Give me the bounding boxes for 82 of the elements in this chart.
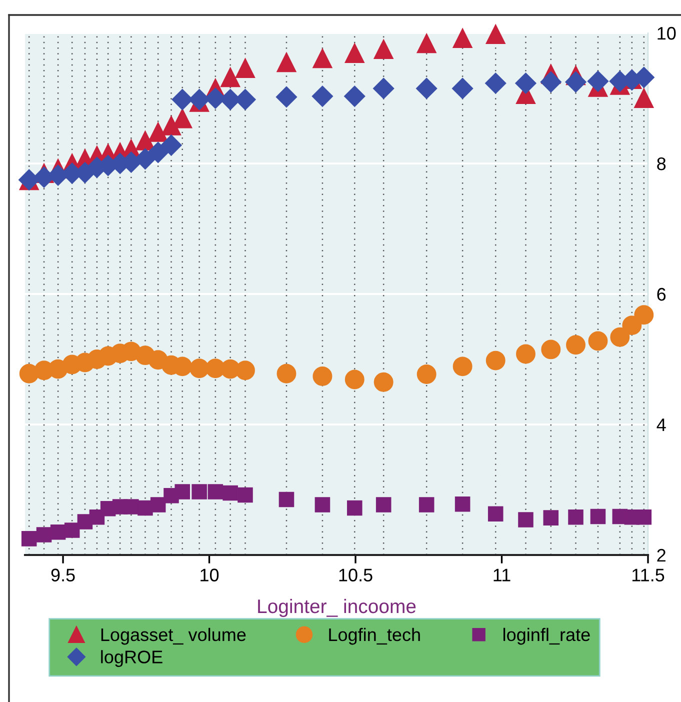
point: [418, 497, 434, 512]
point: [238, 487, 253, 503]
point: [276, 52, 296, 72]
point: [452, 28, 472, 48]
point: [148, 142, 169, 163]
point: [610, 327, 630, 347]
legend-label: Logfin_tech: [329, 628, 420, 645]
point: [174, 484, 190, 500]
point: [190, 358, 210, 378]
point: [236, 58, 255, 78]
point: [148, 122, 168, 142]
point: [50, 524, 66, 540]
point: [540, 71, 562, 92]
point: [150, 497, 166, 512]
point: [312, 48, 332, 68]
point: [622, 316, 642, 336]
x-tick-label: 11.5: [632, 568, 664, 582]
point: [376, 497, 392, 512]
legend-label: logROE: [101, 650, 162, 667]
point: [208, 484, 224, 500]
point: [454, 496, 470, 512]
point: [486, 350, 506, 370]
x-axis-title: Loginter_ incoome: [258, 598, 416, 618]
y-tick-label: 4: [656, 418, 666, 432]
point: [276, 86, 297, 108]
point: [344, 44, 364, 63]
point: [518, 512, 534, 528]
point: [587, 70, 608, 92]
y-tick-label: 6: [657, 288, 666, 301]
point: [312, 366, 332, 386]
point: [636, 510, 652, 525]
y-tick-label: 10: [658, 26, 676, 40]
point: [278, 492, 294, 508]
point: [588, 331, 608, 351]
x-tick-label: 10.5: [339, 568, 372, 582]
point: [160, 134, 182, 156]
point: [452, 356, 472, 376]
point: [373, 78, 394, 99]
point: [344, 370, 364, 390]
point: [64, 522, 80, 538]
point: [516, 344, 536, 364]
point: [172, 89, 193, 110]
point: [162, 116, 181, 136]
y-tick-label: 2: [657, 548, 666, 562]
point: [568, 510, 584, 525]
point: [312, 86, 333, 107]
point: [276, 364, 296, 384]
point: [485, 72, 506, 94]
point: [488, 506, 504, 522]
point: [634, 305, 654, 325]
point: [346, 500, 362, 516]
point: [21, 531, 37, 546]
point: [135, 130, 155, 150]
x-tick-label: 10: [200, 568, 219, 582]
point: [486, 24, 506, 44]
point: [634, 88, 654, 108]
y-tick-label: 8: [657, 157, 666, 170]
point: [36, 527, 52, 542]
point: [344, 86, 366, 107]
point: [192, 484, 207, 500]
point: [565, 71, 586, 92]
point: [416, 364, 436, 384]
point: [515, 72, 536, 94]
x-tick-label: 11: [494, 568, 510, 582]
point: [374, 40, 394, 60]
point: [541, 340, 561, 360]
point: [416, 34, 436, 54]
point: [314, 497, 330, 512]
point: [416, 78, 438, 99]
x-tick-label: 9.5: [51, 568, 75, 582]
legend-label: Logasset_ volume: [101, 628, 246, 645]
point: [452, 78, 474, 99]
point: [543, 510, 559, 526]
point: [566, 335, 586, 355]
point: [134, 148, 156, 170]
point: [124, 499, 139, 514]
point: [374, 372, 394, 392]
point: [222, 485, 238, 501]
point: [236, 360, 255, 380]
legend-label: loginfl_rate: [504, 628, 590, 645]
point: [220, 68, 240, 88]
point: [590, 508, 606, 524]
